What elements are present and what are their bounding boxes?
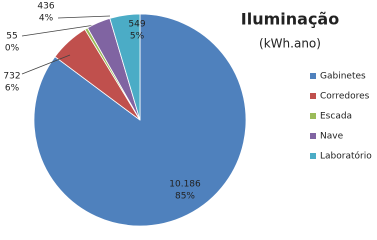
data-label: 55 (6, 32, 17, 42)
legend-swatch (310, 73, 316, 79)
legend-swatch (310, 153, 316, 159)
legend-label: Nave (320, 132, 344, 142)
legend-swatch (310, 113, 316, 119)
legend-label: Corredores (320, 92, 370, 102)
percent-label: 6% (5, 84, 20, 94)
leader-line (57, 15, 111, 19)
leader-line (21, 24, 96, 37)
pie-slice (33, 13, 247, 227)
data-label: 10.186 (169, 180, 201, 190)
percent-label: 85% (175, 192, 195, 202)
legend-label: Gabinetes (320, 72, 366, 82)
data-label: 436 (37, 2, 54, 12)
percent-label: 5% (130, 32, 145, 42)
percent-label: 4% (39, 14, 54, 24)
chart-subtitle: (kWh.ano) (259, 37, 321, 51)
legend-swatch (310, 133, 316, 139)
legend-swatch (310, 93, 316, 99)
percent-label: 0% (5, 44, 20, 54)
chart-title: Iluminação (241, 10, 339, 29)
data-label: 732 (3, 72, 20, 82)
leader-line (21, 54, 71, 75)
data-label: 549 (128, 20, 145, 30)
legend-label: Laboratório (320, 151, 372, 162)
pie-slice (109, 13, 141, 121)
chart: Iluminação (kWh.ano) 10.186 85% 732 6% 55 0% 4… (3, 1, 373, 227)
legend-label: Escada (320, 112, 352, 122)
